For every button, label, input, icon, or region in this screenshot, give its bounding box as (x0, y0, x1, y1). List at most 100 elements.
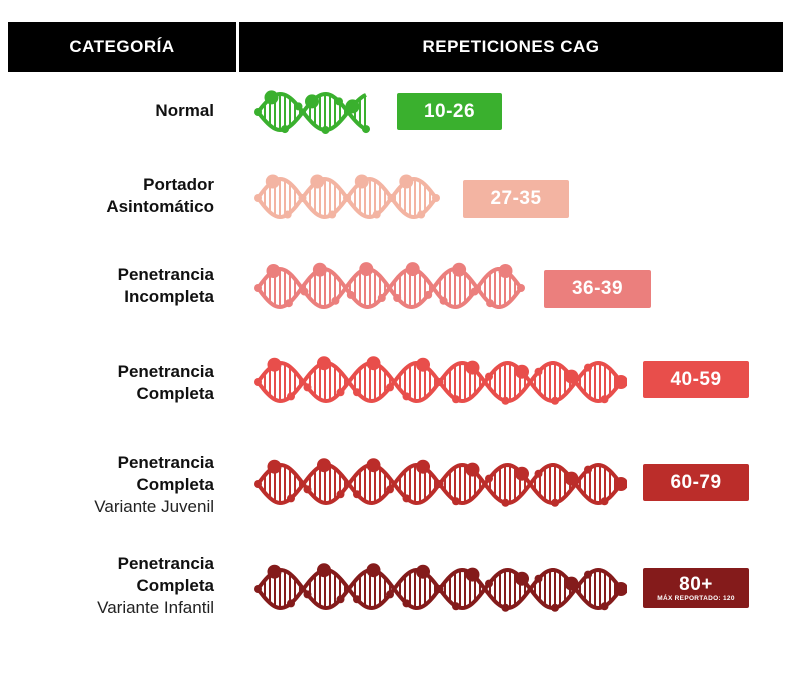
dna-nucleotide-dot (564, 369, 579, 384)
dna-nucleotide-dot (281, 125, 289, 134)
dna-nucleotide-dot (452, 262, 467, 277)
dna-nucleotide-dot (584, 363, 592, 372)
dna-nucleotide-dot (485, 474, 493, 483)
repeat-range-badge: 40-59 (643, 361, 749, 398)
category-variant: Variante Juvenil (94, 497, 214, 516)
dna-nucleotide-dot (534, 574, 543, 583)
dna-nucleotide-dot (486, 299, 495, 308)
category-name-line-1: Penetrancia (117, 453, 214, 472)
dna-backbone (256, 266, 522, 310)
dna-nucleotide-dot (417, 210, 426, 219)
dna-nucleotide-dot (498, 264, 513, 278)
category-name-line-1: Penetrancia (117, 362, 214, 381)
dna-nucleotide-dot (501, 498, 510, 507)
dna-nucleotide-dot (452, 497, 460, 506)
dna-nucleotide-dot (298, 194, 307, 202)
dna-nucleotide-dot (366, 458, 381, 473)
dna-nucleotide-dot (435, 378, 444, 386)
dna-nucleotide-dot (264, 90, 279, 105)
dna-nucleotide-dot (294, 102, 303, 111)
dna-nucleotide-dot (362, 125, 370, 134)
dna-nucleotide-dot (501, 603, 510, 612)
dna-nucleotide-dot (534, 367, 543, 376)
dna-nucleotide-dot (393, 294, 402, 302)
dna-nucleotide-dot (372, 210, 381, 219)
repeat-range-value: 80+ (679, 573, 713, 595)
dna-nucleotide-dot (416, 357, 430, 372)
dna-helix-icon (254, 90, 370, 134)
dna-nucleotide-dot (354, 174, 369, 189)
dna-nucleotide-dot (359, 262, 374, 277)
dna-nucleotide-dot (600, 602, 609, 611)
dna-nucleotide-dot (254, 378, 262, 386)
dna-nucleotide-dot (386, 383, 394, 392)
dna-helix-icon (254, 458, 627, 507)
dna-nucleotide-dot (465, 360, 480, 375)
dna-nucleotide-dot (303, 485, 312, 494)
max-reported-note: MÁX REPORTADO: 120 (657, 594, 735, 602)
repeat-range-value: 40-59 (670, 368, 722, 390)
dna-nucleotide-dot (303, 590, 312, 599)
repeat-range-badge: 36-39 (544, 270, 651, 308)
dna-nucleotide-dot (584, 570, 592, 579)
dna-nucleotide-dot (600, 395, 609, 404)
dna-nucleotide-dot (515, 571, 529, 586)
dna-nucleotide-dot (465, 462, 480, 477)
repeat-range-value: 36-39 (571, 278, 624, 299)
dna-nucleotide-dot (353, 388, 361, 397)
dna-nucleotide-dot (267, 459, 282, 474)
dna-nucleotide-dot (485, 372, 493, 381)
dna-nucleotide-dot (452, 395, 460, 404)
dna-nucleotide-dot (614, 375, 627, 389)
dna-nucleotide-dot (331, 296, 340, 305)
category-name-line-2: Completa (136, 475, 214, 494)
category-label: Penetrancia Completa (118, 361, 214, 405)
dna-nucleotide-dot (470, 287, 479, 296)
dna-helix-icon (254, 356, 627, 405)
dna-nucleotide-dot (328, 210, 337, 219)
dna-nucleotide-dot (321, 126, 330, 134)
dna-nucleotide-dot (614, 582, 627, 596)
dna-nucleotide-dot (266, 264, 281, 278)
category-label: Penetrancia Completa Variante Juvenil (94, 452, 214, 518)
category-label: Penetrancia Completa Variante Infantil (97, 553, 214, 619)
dna-nucleotide-dot (405, 262, 420, 277)
repeat-range-value: 27-35 (490, 188, 542, 209)
dna-nucleotide-dot (517, 284, 525, 292)
dna-nucleotide-dot (551, 396, 559, 405)
category-name-line-2: Completa (136, 384, 214, 403)
dna-nucleotide-dot (345, 99, 360, 114)
dna-nucleotide-dot (254, 194, 262, 202)
header-cag-repeats: REPETICIONES CAG (239, 22, 783, 72)
category-name-line-2: Incompleta (124, 287, 214, 306)
dna-nucleotide-dot (600, 497, 609, 506)
dna-nucleotide-dot (386, 485, 394, 494)
dna-nucleotide-dot (416, 564, 430, 579)
dna-nucleotide-dot (377, 294, 386, 302)
category-variant: Variante Infantil (97, 598, 214, 617)
dna-nucleotide-dot (399, 174, 414, 189)
dna-nucleotide-dot (564, 576, 579, 591)
dna-nucleotide-dot (335, 97, 343, 106)
dna-nucleotide-dot (336, 595, 345, 604)
dna-helix-icon (254, 563, 627, 612)
repeat-range-value: 10-26 (423, 100, 476, 122)
dna-helix-icon (254, 174, 440, 220)
dna-nucleotide-dot (284, 299, 293, 308)
dna-nucleotide-dot (254, 480, 262, 488)
repeat-range-value: 60-79 (670, 471, 722, 493)
dna-nucleotide-dot (439, 296, 448, 305)
dna-helix-icon (254, 262, 525, 310)
dna-nucleotide-dot (416, 459, 430, 474)
dna-nucleotide-dot (287, 599, 295, 608)
dna-nucleotide-dot (452, 602, 460, 611)
dna-nucleotide-dot (300, 287, 309, 296)
category-label: Normal (155, 100, 214, 122)
dna-nucleotide-dot (283, 210, 292, 219)
dna-nucleotide-dot (432, 194, 440, 202)
dna-nucleotide-dot (254, 585, 262, 593)
dna-nucleotide-dot (303, 383, 312, 392)
dna-nucleotide-dot (305, 94, 319, 109)
category-name-line-1: Portador (143, 175, 214, 194)
dna-nucleotide-dot (551, 498, 559, 507)
